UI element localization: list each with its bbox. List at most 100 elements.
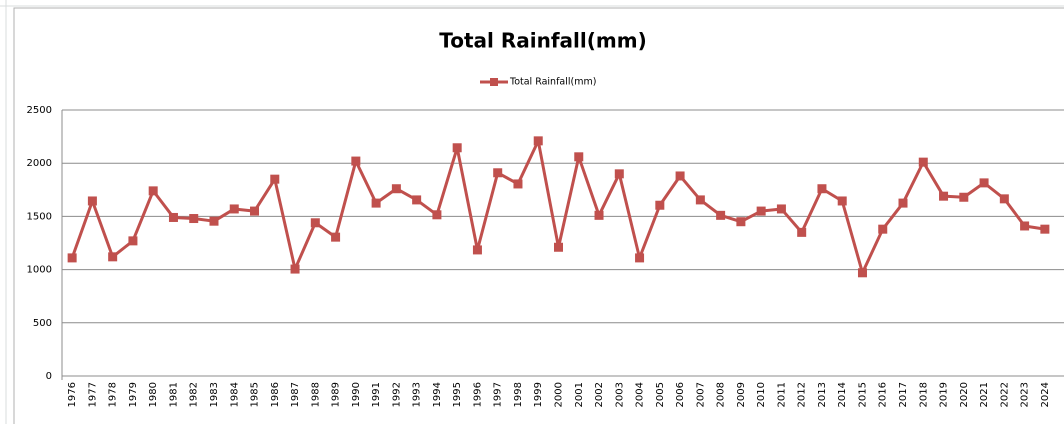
data-point xyxy=(878,224,888,234)
data-point xyxy=(250,206,260,216)
data-point xyxy=(554,242,563,252)
data-point xyxy=(574,152,584,162)
data-point xyxy=(412,195,422,205)
data-point xyxy=(290,264,300,274)
chart-title: Total Rainfall(mm) xyxy=(439,29,646,53)
x-tick-label: 2017 xyxy=(898,382,909,407)
data-point xyxy=(432,210,442,220)
x-tick-label: 1994 xyxy=(432,382,443,407)
x-tick-label: 2010 xyxy=(756,382,767,407)
data-point xyxy=(979,178,989,188)
data-point xyxy=(756,206,766,216)
data-point xyxy=(371,198,381,208)
x-tick-label: 1978 xyxy=(108,382,119,407)
data-point xyxy=(391,184,401,194)
x-tick-label: 1982 xyxy=(189,382,200,407)
x-tick-label: 2021 xyxy=(979,382,990,407)
data-point xyxy=(108,252,118,262)
x-tick-label: 1992 xyxy=(391,382,402,407)
data-point xyxy=(1040,224,1050,234)
data-point xyxy=(229,204,239,214)
x-tick-label: 1989 xyxy=(331,382,342,407)
x-tick-label: 2002 xyxy=(594,382,605,407)
x-tick-label: 2014 xyxy=(837,382,848,407)
x-tick-label: 1980 xyxy=(148,382,159,407)
data-point xyxy=(898,198,908,208)
x-tick-label: 2018 xyxy=(918,382,929,407)
data-point xyxy=(716,210,726,220)
y-tick-label: 0 xyxy=(46,371,52,382)
data-point xyxy=(128,236,138,246)
data-point xyxy=(533,136,543,146)
data-point xyxy=(87,196,97,206)
x-tick-label: 2007 xyxy=(695,382,706,407)
y-tick-label: 2500 xyxy=(27,105,52,116)
x-tick-label: 1986 xyxy=(270,382,281,407)
x-tick-label: 1987 xyxy=(290,382,301,407)
data-point xyxy=(351,156,361,166)
y-tick-label: 2000 xyxy=(27,158,52,169)
x-tick-label: 1976 xyxy=(67,382,78,407)
x-tick-label: 2000 xyxy=(554,382,565,407)
data-point xyxy=(635,253,645,263)
data-point xyxy=(776,204,786,214)
data-point xyxy=(209,216,219,226)
x-tick-label: 2024 xyxy=(1040,382,1051,407)
x-tick-label: 2001 xyxy=(574,382,585,407)
data-point xyxy=(675,171,685,181)
x-tick-label: 2020 xyxy=(959,382,970,407)
data-point xyxy=(472,245,482,255)
data-point xyxy=(1020,221,1030,231)
data-point xyxy=(310,218,320,228)
data-point xyxy=(148,186,158,196)
data-point xyxy=(959,192,969,202)
data-point xyxy=(655,200,665,210)
x-tick-label: 2004 xyxy=(635,382,646,407)
x-tick-label: 2022 xyxy=(999,382,1010,407)
data-point xyxy=(614,169,624,179)
data-point xyxy=(736,217,746,227)
x-tick-label: 1988 xyxy=(310,382,321,407)
x-tick-label: 2003 xyxy=(614,382,625,407)
data-point xyxy=(493,168,503,178)
x-tick-label: 1983 xyxy=(209,382,220,407)
x-tick-label: 1985 xyxy=(250,382,261,407)
x-tick-label: 1979 xyxy=(128,382,139,407)
y-tick-label: 1500 xyxy=(27,211,52,222)
data-point xyxy=(918,157,928,167)
data-point xyxy=(513,179,523,189)
x-tick-label: 1981 xyxy=(168,382,179,407)
data-point xyxy=(594,210,604,220)
x-tick-label: 2019 xyxy=(939,382,950,407)
x-tick-label: 1998 xyxy=(513,382,524,407)
x-tick-label: 1996 xyxy=(472,382,483,407)
data-point xyxy=(67,253,77,263)
x-tick-label: 2012 xyxy=(797,382,808,407)
x-tick-label: 2005 xyxy=(655,382,666,407)
x-tick-label: 1977 xyxy=(87,382,98,407)
data-point xyxy=(452,143,462,153)
x-tick-label: 1993 xyxy=(412,382,423,407)
x-tick-label: 2023 xyxy=(1020,382,1031,407)
y-tick-label: 500 xyxy=(33,318,52,329)
x-tick-label: 2013 xyxy=(817,382,828,407)
data-point xyxy=(695,195,705,205)
data-point xyxy=(331,232,341,242)
data-point xyxy=(817,184,827,194)
x-tick-label: 1990 xyxy=(351,382,362,407)
y-tick-label: 1000 xyxy=(27,265,52,276)
data-point xyxy=(999,194,1009,204)
x-tick-label: 2006 xyxy=(675,382,686,407)
x-tick-label: 2015 xyxy=(857,382,868,407)
x-tick-label: 1991 xyxy=(371,382,382,407)
x-tick-label: 2009 xyxy=(736,382,747,407)
data-point xyxy=(939,191,949,201)
data-point xyxy=(270,174,280,184)
data-point xyxy=(797,227,807,237)
x-tick-label: 2008 xyxy=(716,382,727,407)
x-tick-label: 2011 xyxy=(776,382,787,407)
x-tick-label: 1999 xyxy=(533,382,544,407)
